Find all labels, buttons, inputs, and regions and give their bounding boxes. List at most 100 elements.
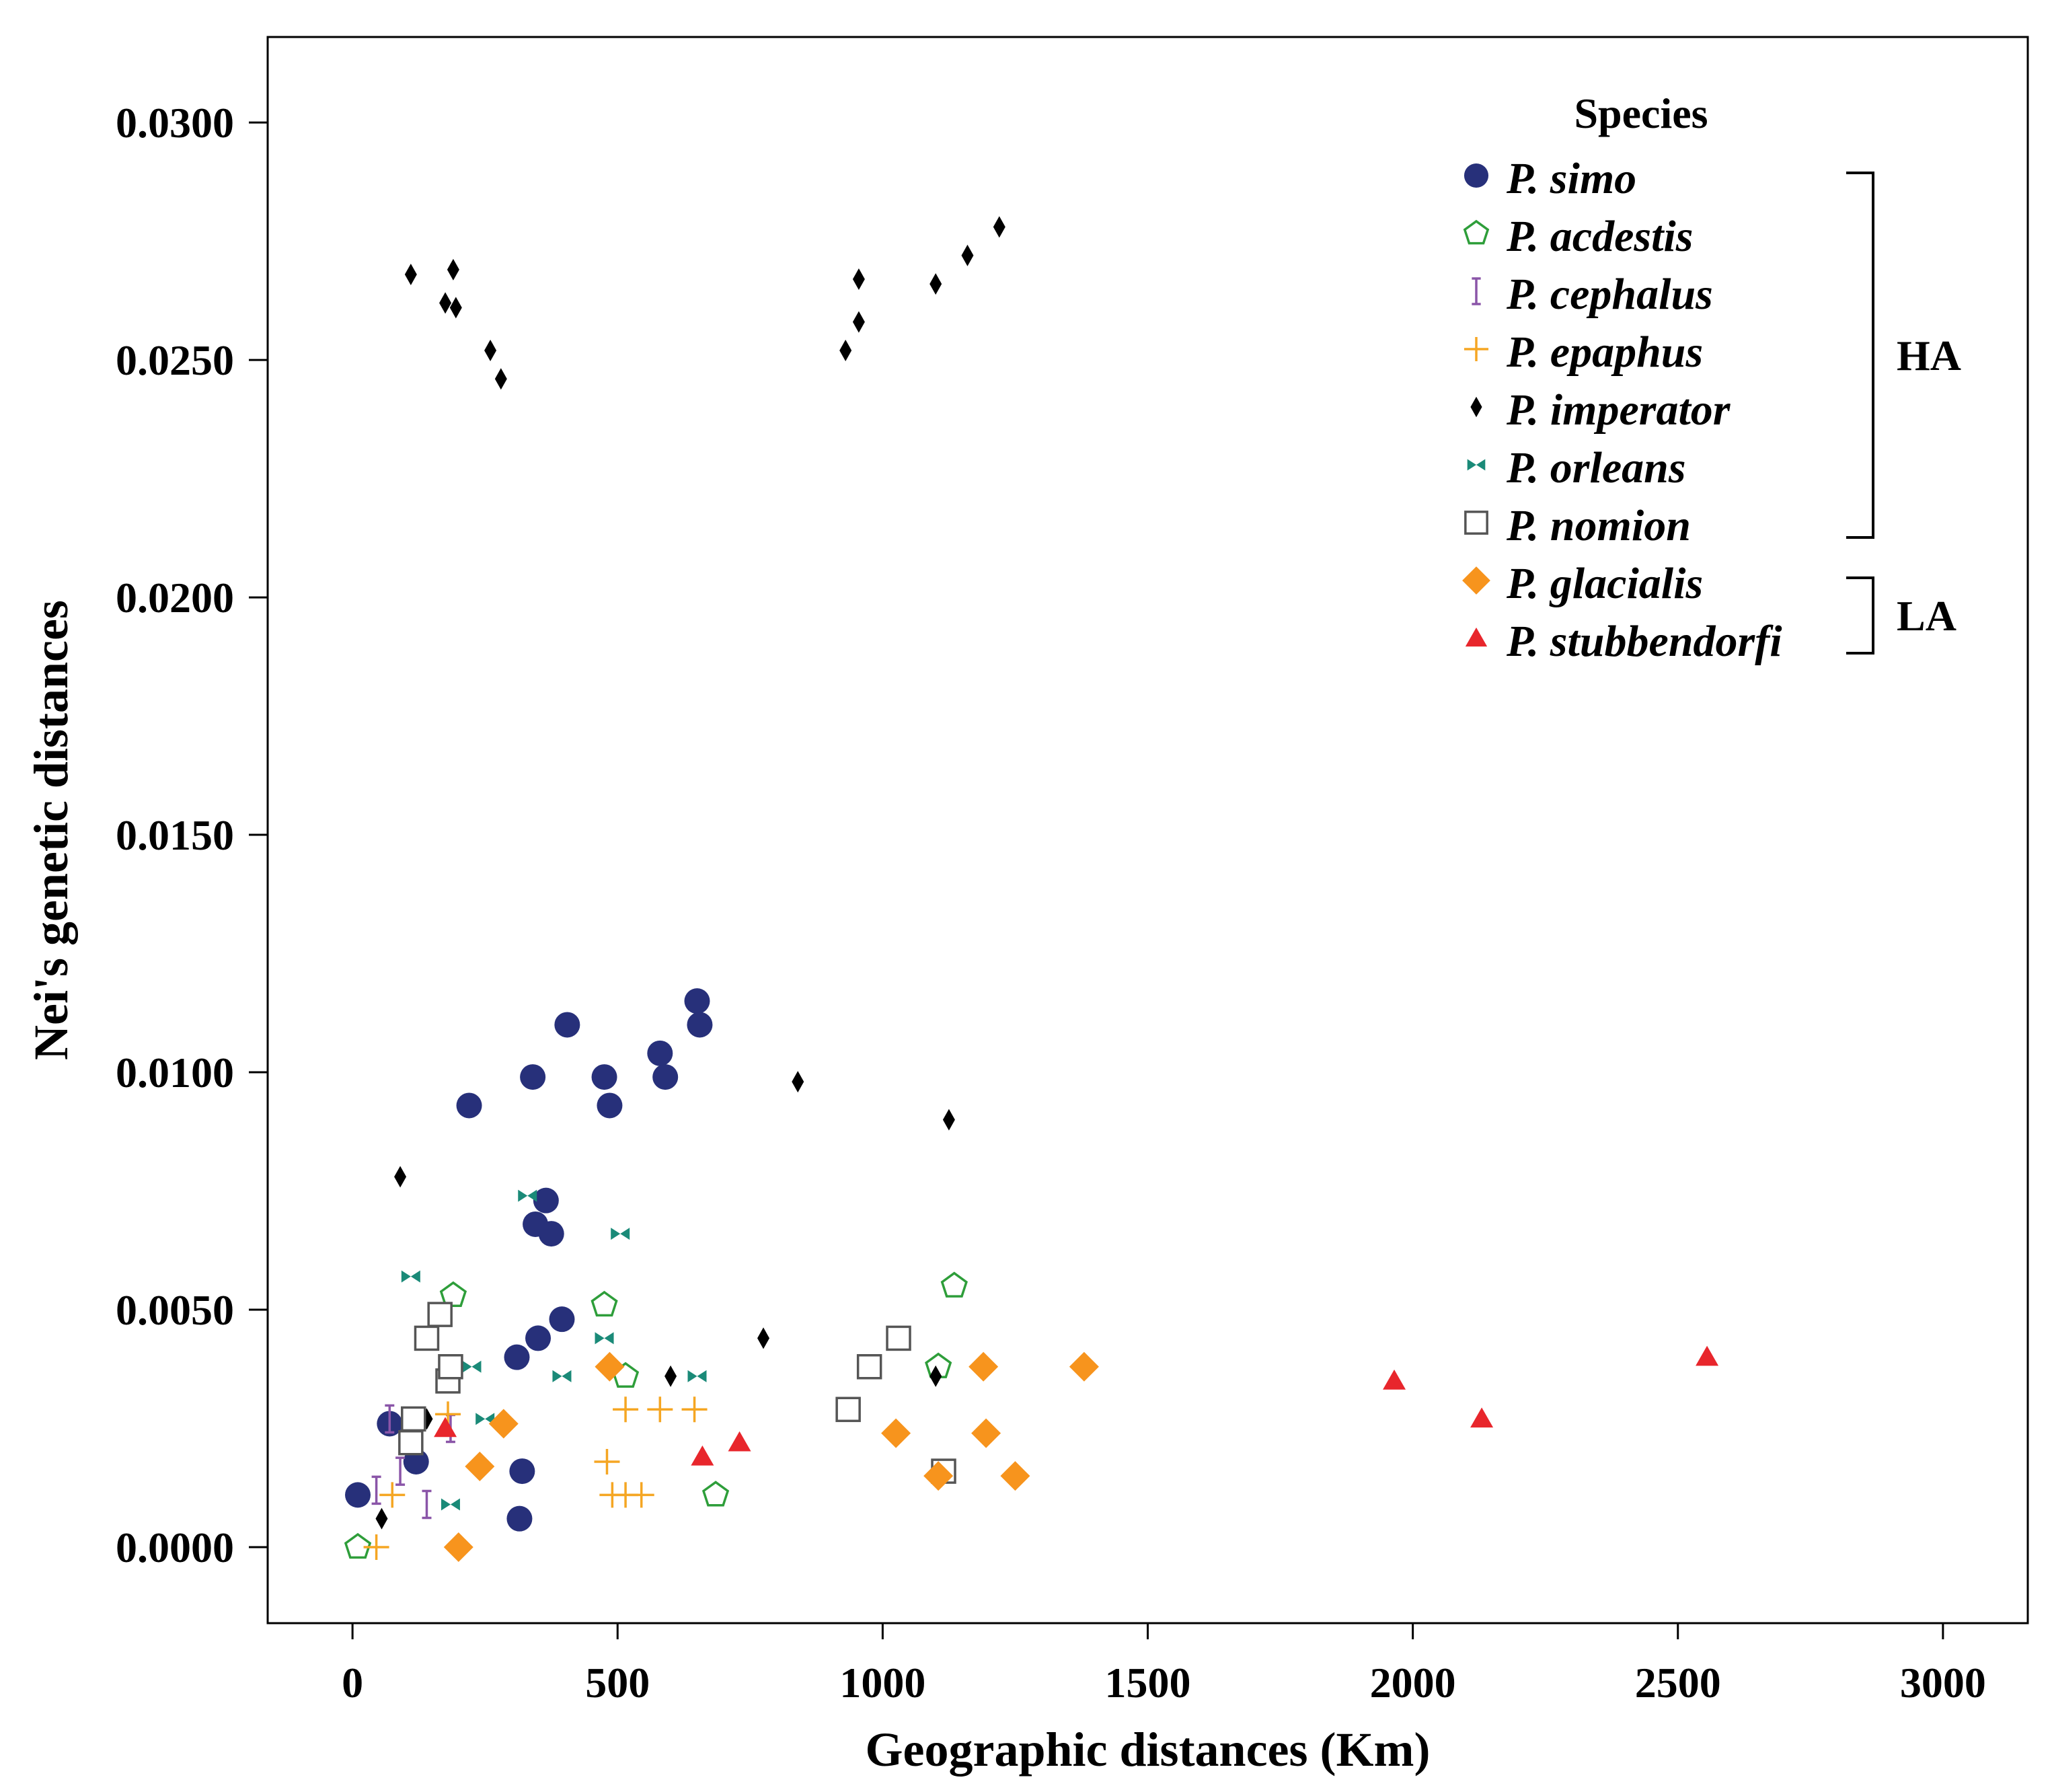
data-point [504, 1344, 530, 1370]
data-point [456, 1092, 482, 1119]
circle-marker [554, 1012, 580, 1038]
data-point [684, 988, 710, 1014]
data-point [401, 1406, 426, 1432]
thin-diamond-marker [375, 1507, 388, 1530]
data-point [447, 258, 459, 281]
diamond-marker [488, 1409, 519, 1439]
data-point [401, 1270, 420, 1283]
data-point [488, 1409, 519, 1439]
legend-item: P. acdestis [1463, 212, 1693, 261]
data-point [533, 1187, 559, 1214]
thin-diamond-marker [404, 263, 417, 285]
legend-item: P. imperator [1470, 385, 1731, 435]
data-point [852, 268, 865, 291]
data-point [591, 1290, 618, 1317]
data-point [701, 1481, 730, 1507]
series-p-orleans [401, 1189, 707, 1511]
data-point [443, 1532, 473, 1563]
bowtie-marker-left [401, 1270, 411, 1283]
data-point [494, 368, 507, 390]
x-tick-label: 1500 [1105, 1659, 1191, 1707]
ibeam-marker [371, 1475, 381, 1505]
diamond-marker [465, 1452, 495, 1482]
data-point [1000, 1461, 1030, 1491]
circle-marker [345, 1482, 371, 1508]
square-marker [438, 1354, 463, 1380]
data-points [344, 216, 1719, 1563]
legend-group-label: LA [1897, 592, 1956, 640]
data-point [647, 1040, 673, 1066]
bowtie-marker-left [595, 1332, 605, 1345]
legend-item-label: P. imperator [1506, 385, 1731, 435]
diamond-marker [443, 1532, 473, 1563]
circle-marker [509, 1458, 535, 1485]
data-point [395, 1456, 406, 1486]
series-p-simo [345, 988, 713, 1532]
ibeam-marker [385, 1404, 395, 1434]
pentagon-marker [1463, 219, 1490, 245]
pentagon-marker [344, 1532, 372, 1559]
x-tick-label: 2500 [1635, 1659, 1721, 1707]
data-point [385, 1404, 395, 1434]
y-tick-label: 0.0050 [116, 1286, 234, 1334]
y-tick-label: 0.0000 [116, 1524, 234, 1571]
pentagon-marker [591, 1290, 618, 1317]
data-point [379, 1482, 406, 1508]
bowtie-marker-right [471, 1360, 482, 1373]
triangle-marker [434, 1417, 457, 1438]
triangle-marker [1465, 627, 1488, 647]
data-point [993, 216, 1005, 238]
legend-item-label: P. epaphus [1506, 328, 1703, 377]
thin-diamond-marker [852, 268, 865, 291]
bowtie-marker-right [562, 1370, 572, 1382]
legend-item-label: P. glacialis [1506, 559, 1703, 608]
bowtie-marker-right [410, 1270, 420, 1283]
thin-diamond-marker [447, 258, 459, 281]
y-tick-label: 0.0300 [116, 99, 234, 147]
square-marker [427, 1302, 453, 1327]
legend-item: P. epaphus [1464, 328, 1703, 377]
data-point [434, 1417, 457, 1438]
x-tick-label: 500 [585, 1659, 650, 1707]
series-p-stubbendorfi [434, 1345, 1719, 1466]
diamond-marker [1462, 566, 1490, 595]
data-point [835, 1396, 861, 1423]
plus-marker [594, 1448, 620, 1474]
thin-diamond-marker [993, 216, 1005, 238]
data-point [757, 1327, 770, 1349]
legend-item: P. glacialis [1462, 559, 1703, 608]
data-point [538, 1221, 564, 1247]
data-point [691, 1445, 714, 1466]
bowtie-marker-left [552, 1370, 562, 1382]
data-point [509, 1458, 535, 1485]
circle-marker [687, 1012, 713, 1038]
pentagon-marker [940, 1271, 968, 1298]
data-point [439, 292, 452, 314]
data-point [345, 1482, 371, 1508]
series-p-glacialis [443, 1351, 1099, 1563]
circle-marker [652, 1064, 679, 1090]
data-point [611, 1228, 630, 1240]
circle-marker [549, 1306, 575, 1333]
circle-marker [684, 988, 710, 1014]
legend-item: P. cephalus [1472, 270, 1713, 319]
data-point [681, 1396, 708, 1423]
data-point [414, 1325, 440, 1351]
legend-item: P. nomion [1464, 501, 1691, 550]
thin-diamond-marker [757, 1327, 770, 1349]
x-axis: 0 500 1000 1500 2000 2500 3000 [342, 1623, 1986, 1707]
data-point [506, 1505, 533, 1532]
bowtie-marker-left [611, 1228, 621, 1240]
circle-marker [504, 1344, 530, 1370]
data-point [1383, 1369, 1406, 1390]
series-p-imperator [375, 216, 1005, 1530]
bracket-line [1846, 576, 1874, 655]
data-point [552, 1370, 572, 1382]
data-point [465, 1452, 495, 1482]
data-point [549, 1306, 575, 1333]
data-point [441, 1498, 460, 1511]
legend-item-label: P. nomion [1506, 501, 1691, 550]
data-point [961, 244, 974, 266]
data-point [940, 1271, 968, 1298]
